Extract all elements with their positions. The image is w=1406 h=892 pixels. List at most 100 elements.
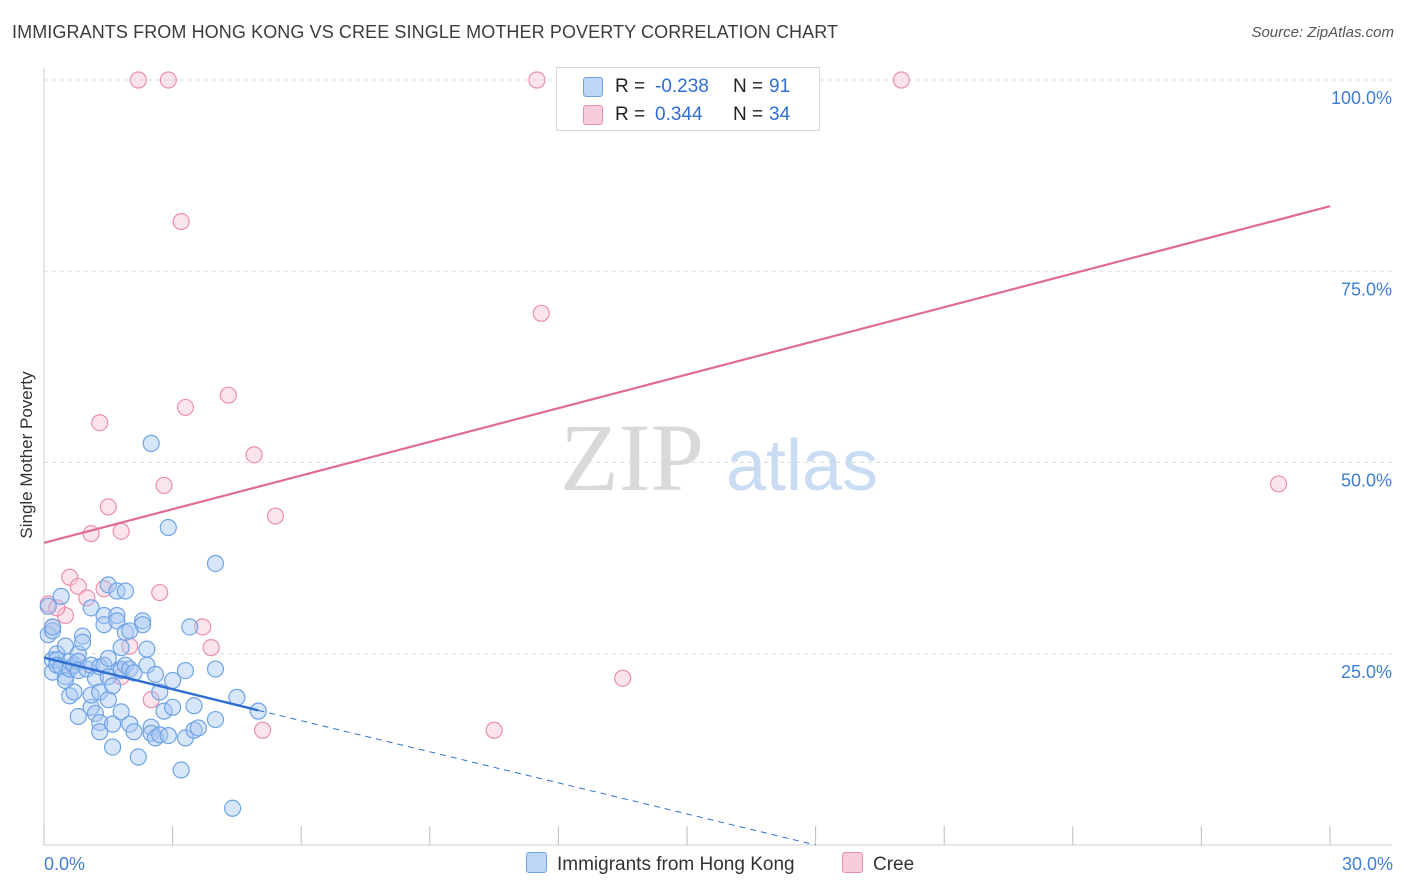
data-point — [129, 748, 147, 766]
data-point — [138, 640, 156, 658]
data-point — [159, 727, 177, 745]
legend-row-hong-kong: R = -0.238 N = 91 — [557, 74, 819, 100]
data-point — [159, 518, 177, 537]
legend-r-label: R = — [615, 76, 646, 97]
data-point — [121, 637, 139, 655]
series-label: Cree — [873, 854, 915, 875]
data-point — [155, 702, 173, 720]
legend-n-label: N = — [733, 104, 764, 125]
data-point — [125, 723, 143, 741]
data-point — [189, 719, 207, 737]
trendline-cree — [43, 205, 1331, 544]
data-point — [108, 612, 126, 630]
data-point — [206, 660, 225, 678]
data-point — [245, 446, 263, 464]
legend-n-value: 34 — [769, 104, 791, 125]
data-point — [485, 721, 503, 739]
data-point — [103, 715, 122, 733]
trendline-hong-kong-extension — [258, 709, 816, 846]
legend-n-label: N = — [733, 76, 764, 97]
data-point — [95, 616, 113, 634]
correlation-legend: R = -0.238 N = 91 R = 0.344 N = 34 — [556, 67, 820, 131]
data-point — [138, 656, 156, 674]
data-point — [266, 507, 285, 525]
data-point — [1269, 475, 1288, 493]
chart-title: IMMIGRANTS FROM HONG KONG VS CREE SINGLE… — [12, 22, 839, 42]
data-point — [116, 582, 135, 600]
data-point — [78, 589, 96, 607]
series-legend-hong-kong[interactable]: Immigrants from Hong Kong — [526, 852, 795, 876]
data-point — [254, 721, 272, 739]
data-point — [206, 554, 225, 573]
data-point — [99, 691, 117, 709]
data-point — [129, 71, 147, 89]
data-point — [172, 761, 190, 779]
data-point — [69, 577, 87, 596]
data-point — [91, 713, 109, 732]
series-swatch-blue — [526, 852, 547, 873]
data-point — [151, 726, 169, 744]
data-point — [103, 677, 122, 695]
series-legend: Immigrants from Hong Kong Cree — [0, 852, 1406, 878]
data-point — [52, 587, 70, 605]
data-point — [91, 414, 109, 432]
x-tick-label: 30.0% — [1342, 854, 1393, 874]
data-point — [176, 661, 195, 680]
data-point — [892, 71, 910, 89]
y-tick-label: 100.0% — [1331, 88, 1392, 108]
y-tick-label: 50.0% — [1341, 471, 1392, 491]
data-point — [164, 698, 182, 716]
legend-n-value: 91 — [769, 76, 791, 97]
data-point — [181, 618, 199, 636]
data-point — [146, 665, 165, 684]
data-point — [108, 606, 126, 625]
y-tick-label: 75.0% — [1341, 279, 1392, 299]
data-point — [103, 738, 122, 756]
data-point — [86, 704, 105, 723]
series-legend-cree[interactable]: Cree — [842, 852, 914, 876]
series-label: Immigrants from Hong Kong — [557, 854, 795, 875]
data-point — [65, 683, 83, 701]
hong-kong-points — [39, 434, 267, 817]
data-point — [91, 723, 109, 741]
legend-row-cree: R = 0.344 N = 34 — [557, 102, 819, 128]
trendlines — [43, 205, 1331, 846]
data-point — [176, 398, 195, 417]
data-point — [194, 618, 212, 636]
data-point — [155, 476, 173, 495]
data-point — [99, 498, 117, 516]
data-point — [112, 522, 130, 540]
watermark-zip: ZIP — [560, 404, 704, 511]
data-point — [43, 622, 62, 640]
data-point — [99, 576, 117, 594]
data-point — [159, 71, 177, 89]
axes — [43, 68, 1392, 846]
legend-swatch-blue — [583, 77, 603, 97]
data-point — [69, 707, 87, 726]
data-point — [532, 304, 550, 322]
trendline-hong-kong — [43, 656, 259, 712]
data-point — [73, 633, 92, 651]
data-point — [112, 639, 130, 657]
data-point — [82, 599, 100, 617]
data-point — [61, 568, 79, 586]
data-point — [219, 386, 237, 404]
data-point — [151, 583, 169, 602]
series-swatch-pink — [842, 852, 863, 873]
data-point — [249, 702, 267, 720]
watermark: ZIP atlas — [560, 404, 878, 511]
data-point — [121, 622, 139, 640]
legend-r-label: R = — [615, 104, 646, 125]
data-point — [185, 697, 203, 715]
data-point — [528, 71, 546, 89]
data-point — [172, 212, 190, 231]
data-point — [142, 434, 160, 452]
data-point — [614, 669, 632, 687]
tick-labels: 100.0% 75.0% 50.0% 25.0% 0.0% 30.0% — [44, 88, 1393, 874]
legend-swatch-pink — [583, 105, 603, 125]
data-point — [224, 799, 242, 817]
source-credit: Source: ZipAtlas.com — [1251, 24, 1394, 41]
x-tick-label: 0.0% — [44, 854, 85, 874]
data-point — [39, 597, 57, 615]
